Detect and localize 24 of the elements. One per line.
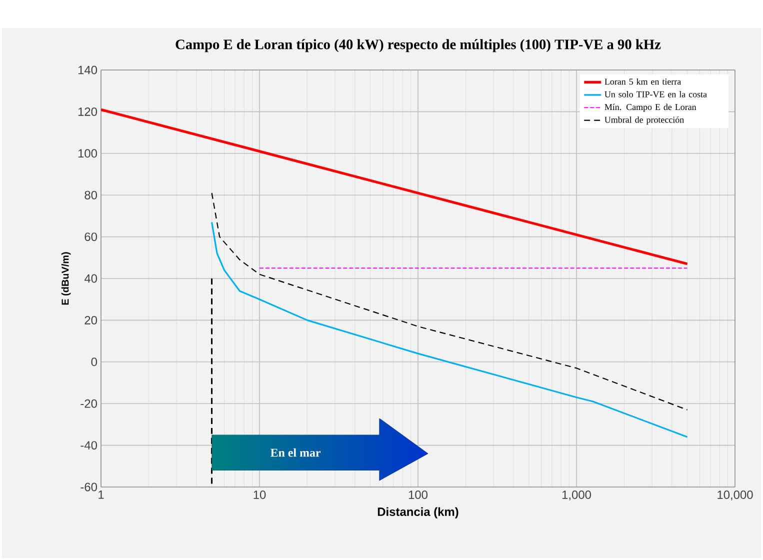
legend-label: Un solo TIP-VE en la costa	[604, 91, 707, 98]
y-tick-label: 60	[84, 232, 98, 242]
y-tick-label: 20	[84, 316, 98, 324]
legend-label: Loran 5 km en tierra	[604, 78, 681, 85]
x-tick-label: 1,000	[562, 490, 591, 500]
y-tick-label: 140	[78, 66, 98, 74]
legend-label: Umbral de protección	[604, 116, 684, 125]
annotation: En el mar	[270, 448, 321, 457]
x-tick-label: 1	[98, 490, 104, 499]
x-tick-label: 10,000	[718, 490, 753, 500]
y-tick-label: 120	[78, 107, 98, 116]
y-tick-label: 40	[84, 274, 98, 283]
y-tick-label: -20	[80, 399, 98, 408]
y-axis-title: E (dBuV/m)	[61, 252, 71, 305]
legend-label: Mín. Campo E de Loran	[604, 104, 696, 112]
y-tick-label: -60	[80, 482, 98, 492]
x-tick-label: 10	[254, 490, 266, 499]
y-tick-label: 80	[84, 190, 98, 200]
y-tick-label: 0	[91, 358, 98, 366]
x-axis-title: Distancia (km)	[378, 507, 458, 518]
y-tick-label: 100	[78, 149, 98, 158]
chart-title: Campo E de Loran típico (40 kW) respecto de múltiples (100) TIP-VE a 90 kHz	[176, 39, 661, 52]
y-tick-label: -40	[80, 441, 98, 450]
x-tick-label: 100	[408, 490, 428, 499]
